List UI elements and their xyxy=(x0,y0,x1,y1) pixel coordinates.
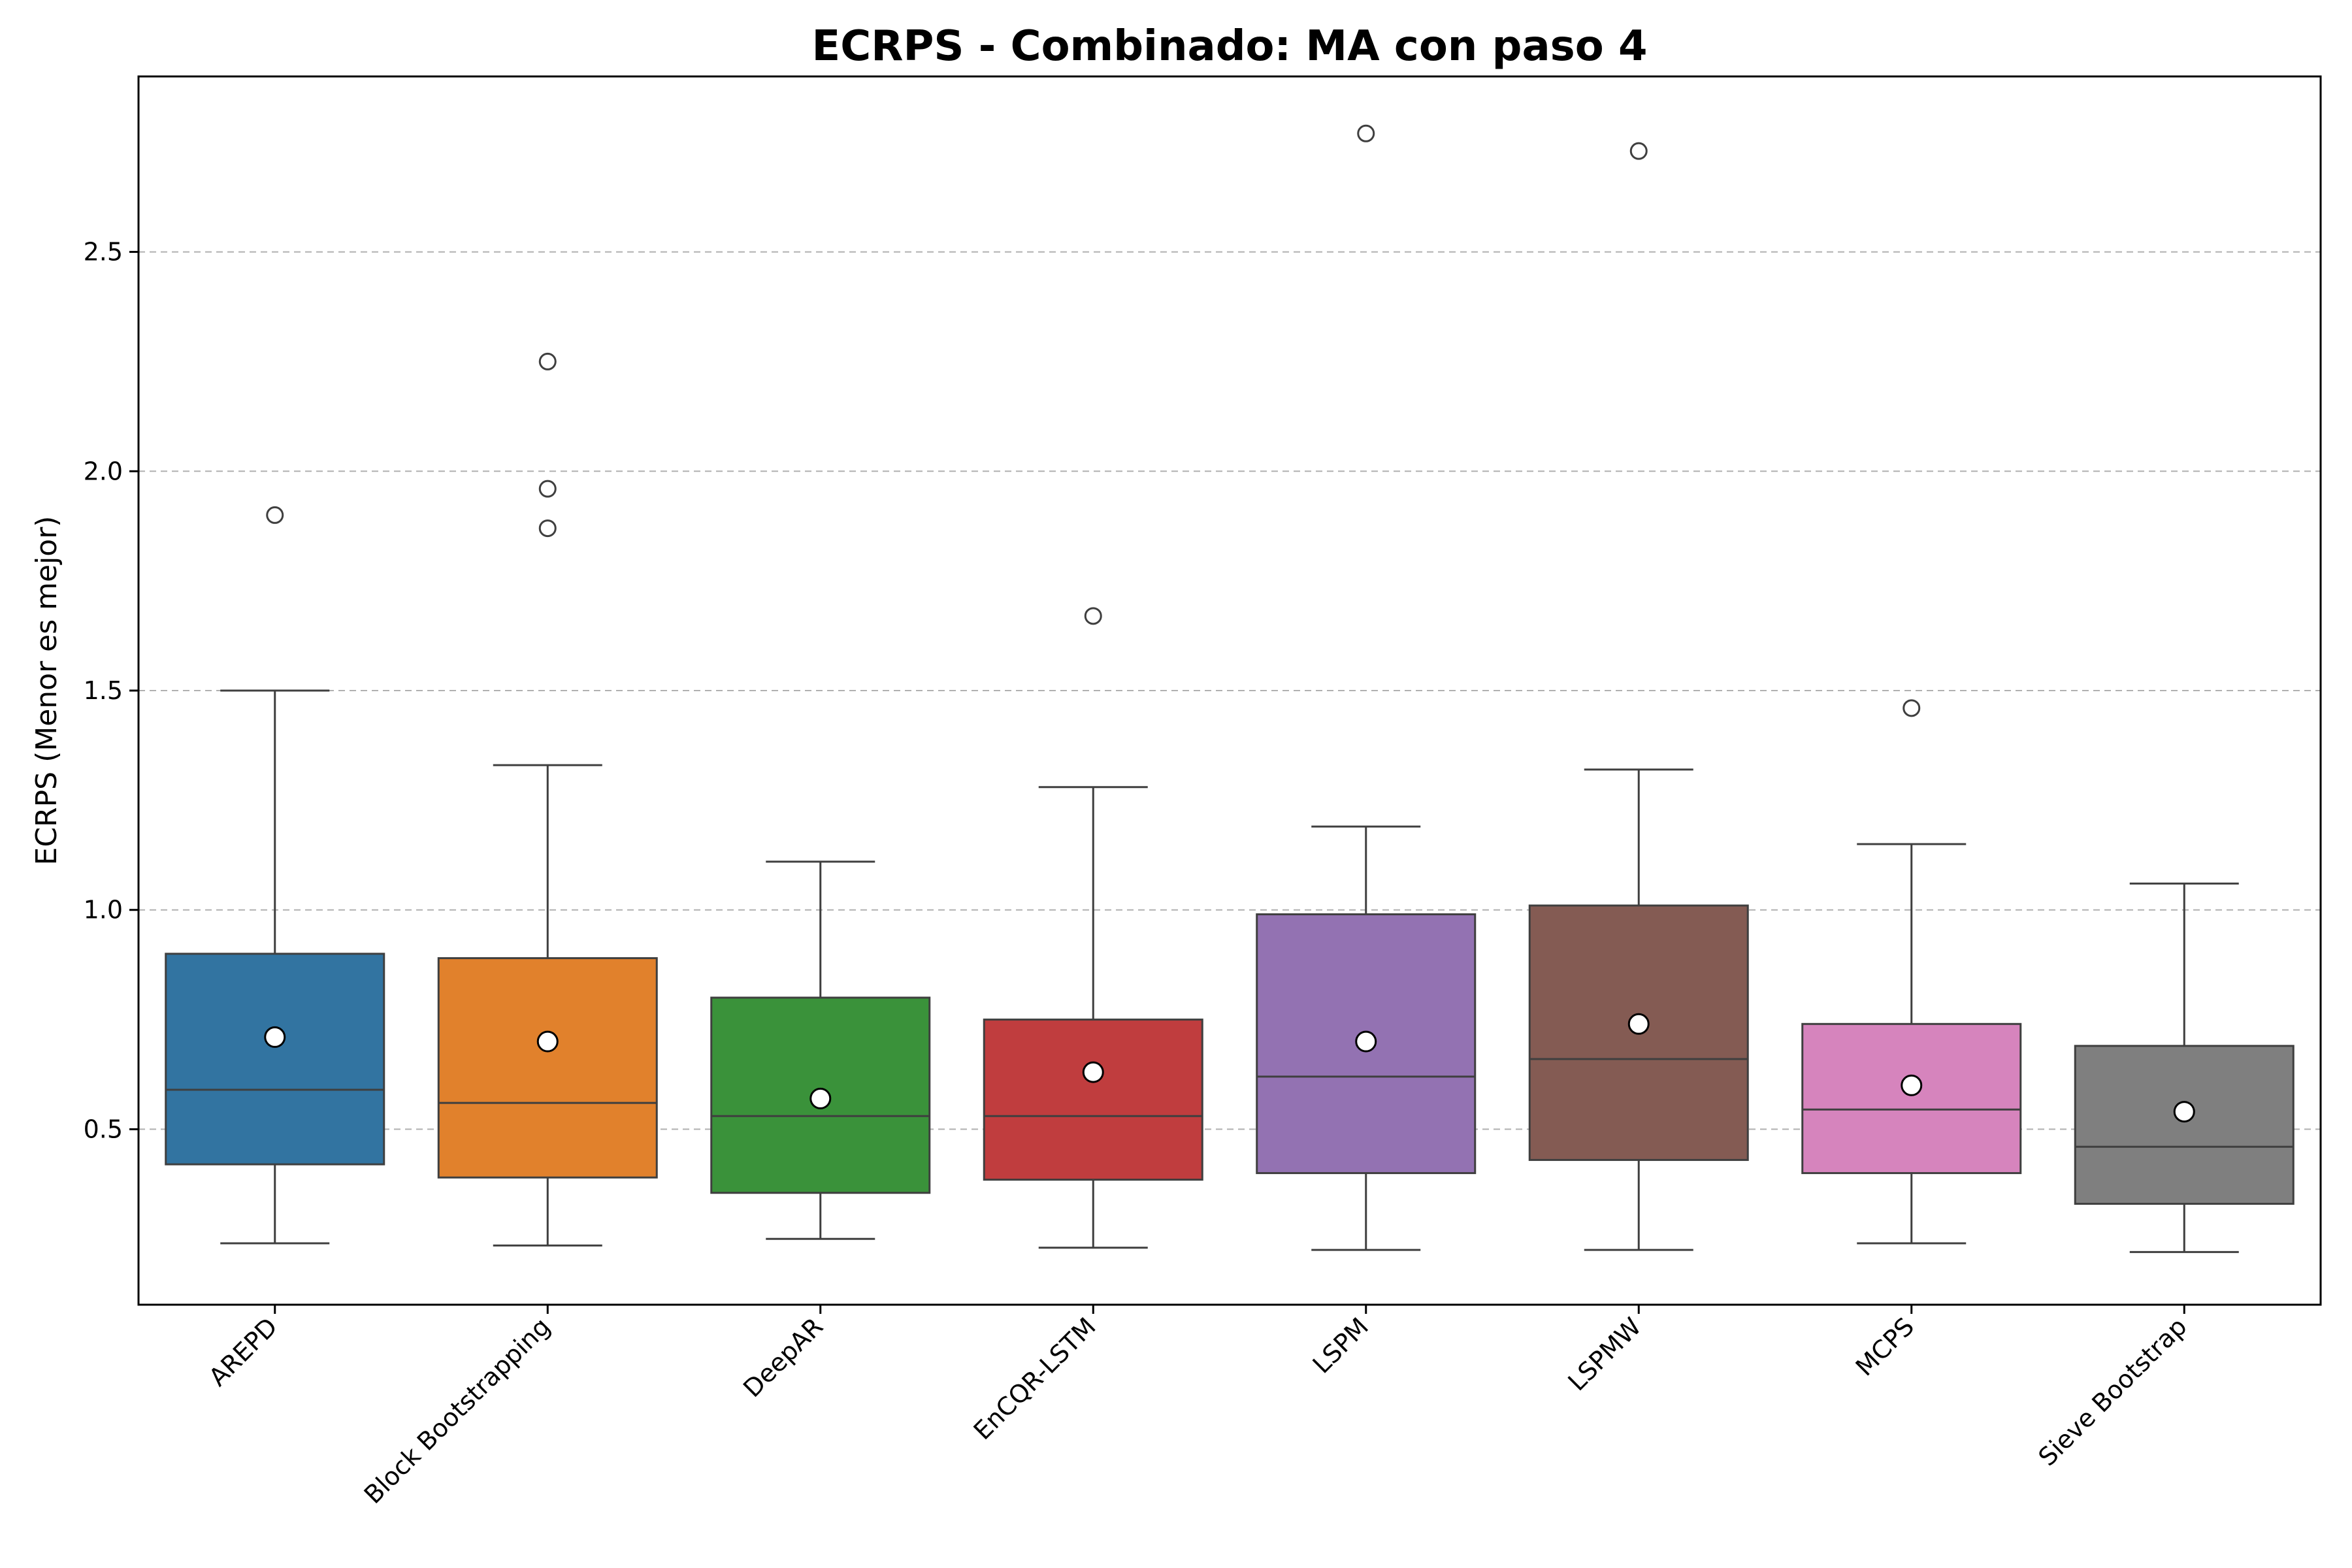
box-plot xyxy=(983,607,1203,1249)
y-axis-ticks: 0.5 1.0 1.5 2.0 2.5 xyxy=(84,238,139,1143)
mean-marker xyxy=(536,1030,559,1053)
box-plot xyxy=(1528,142,1749,1251)
mean-marker xyxy=(264,1026,286,1048)
mean-marker xyxy=(2173,1101,2195,1123)
outlier-point xyxy=(538,352,557,370)
plot-frame xyxy=(137,75,2322,1306)
outlier-point xyxy=(538,480,557,498)
outlier-point xyxy=(1084,607,1102,625)
mean-marker xyxy=(1082,1061,1104,1083)
box-body xyxy=(1801,1022,2022,1175)
box-body xyxy=(437,957,658,1179)
grid-lines xyxy=(139,251,2321,1130)
outlier-point xyxy=(1629,142,1648,160)
box-plot xyxy=(437,352,658,1247)
mean-marker xyxy=(1355,1030,1377,1053)
outlier-point xyxy=(266,506,284,524)
box-plot xyxy=(710,860,931,1240)
chart-title: ECRPS - Combinado: MA con paso 4 xyxy=(812,22,1648,71)
mean-marker xyxy=(809,1087,832,1109)
box-body xyxy=(165,953,385,1166)
box-plot xyxy=(2074,882,2295,1253)
box-plot xyxy=(1256,124,1477,1251)
mean-marker xyxy=(1627,1013,1650,1035)
y-axis-label: ECRPS (Menor es mejor) xyxy=(30,516,63,866)
y-tick-label: 0.5 xyxy=(84,1115,123,1143)
box-body xyxy=(983,1019,1203,1181)
outlier-point xyxy=(1357,124,1375,142)
box-body xyxy=(2074,1045,2295,1205)
y-tick-label: 2.5 xyxy=(84,238,123,267)
y-tick-label: 2.0 xyxy=(84,457,123,485)
box-plot xyxy=(1801,699,2022,1245)
y-tick-label: 1.0 xyxy=(84,896,123,924)
box-plots xyxy=(165,124,2295,1253)
y-tick-label: 1.5 xyxy=(84,676,123,705)
outlier-point xyxy=(1903,699,1921,717)
outlier-point xyxy=(538,519,557,538)
box-plot xyxy=(165,506,385,1245)
mean-marker xyxy=(1901,1074,1923,1096)
